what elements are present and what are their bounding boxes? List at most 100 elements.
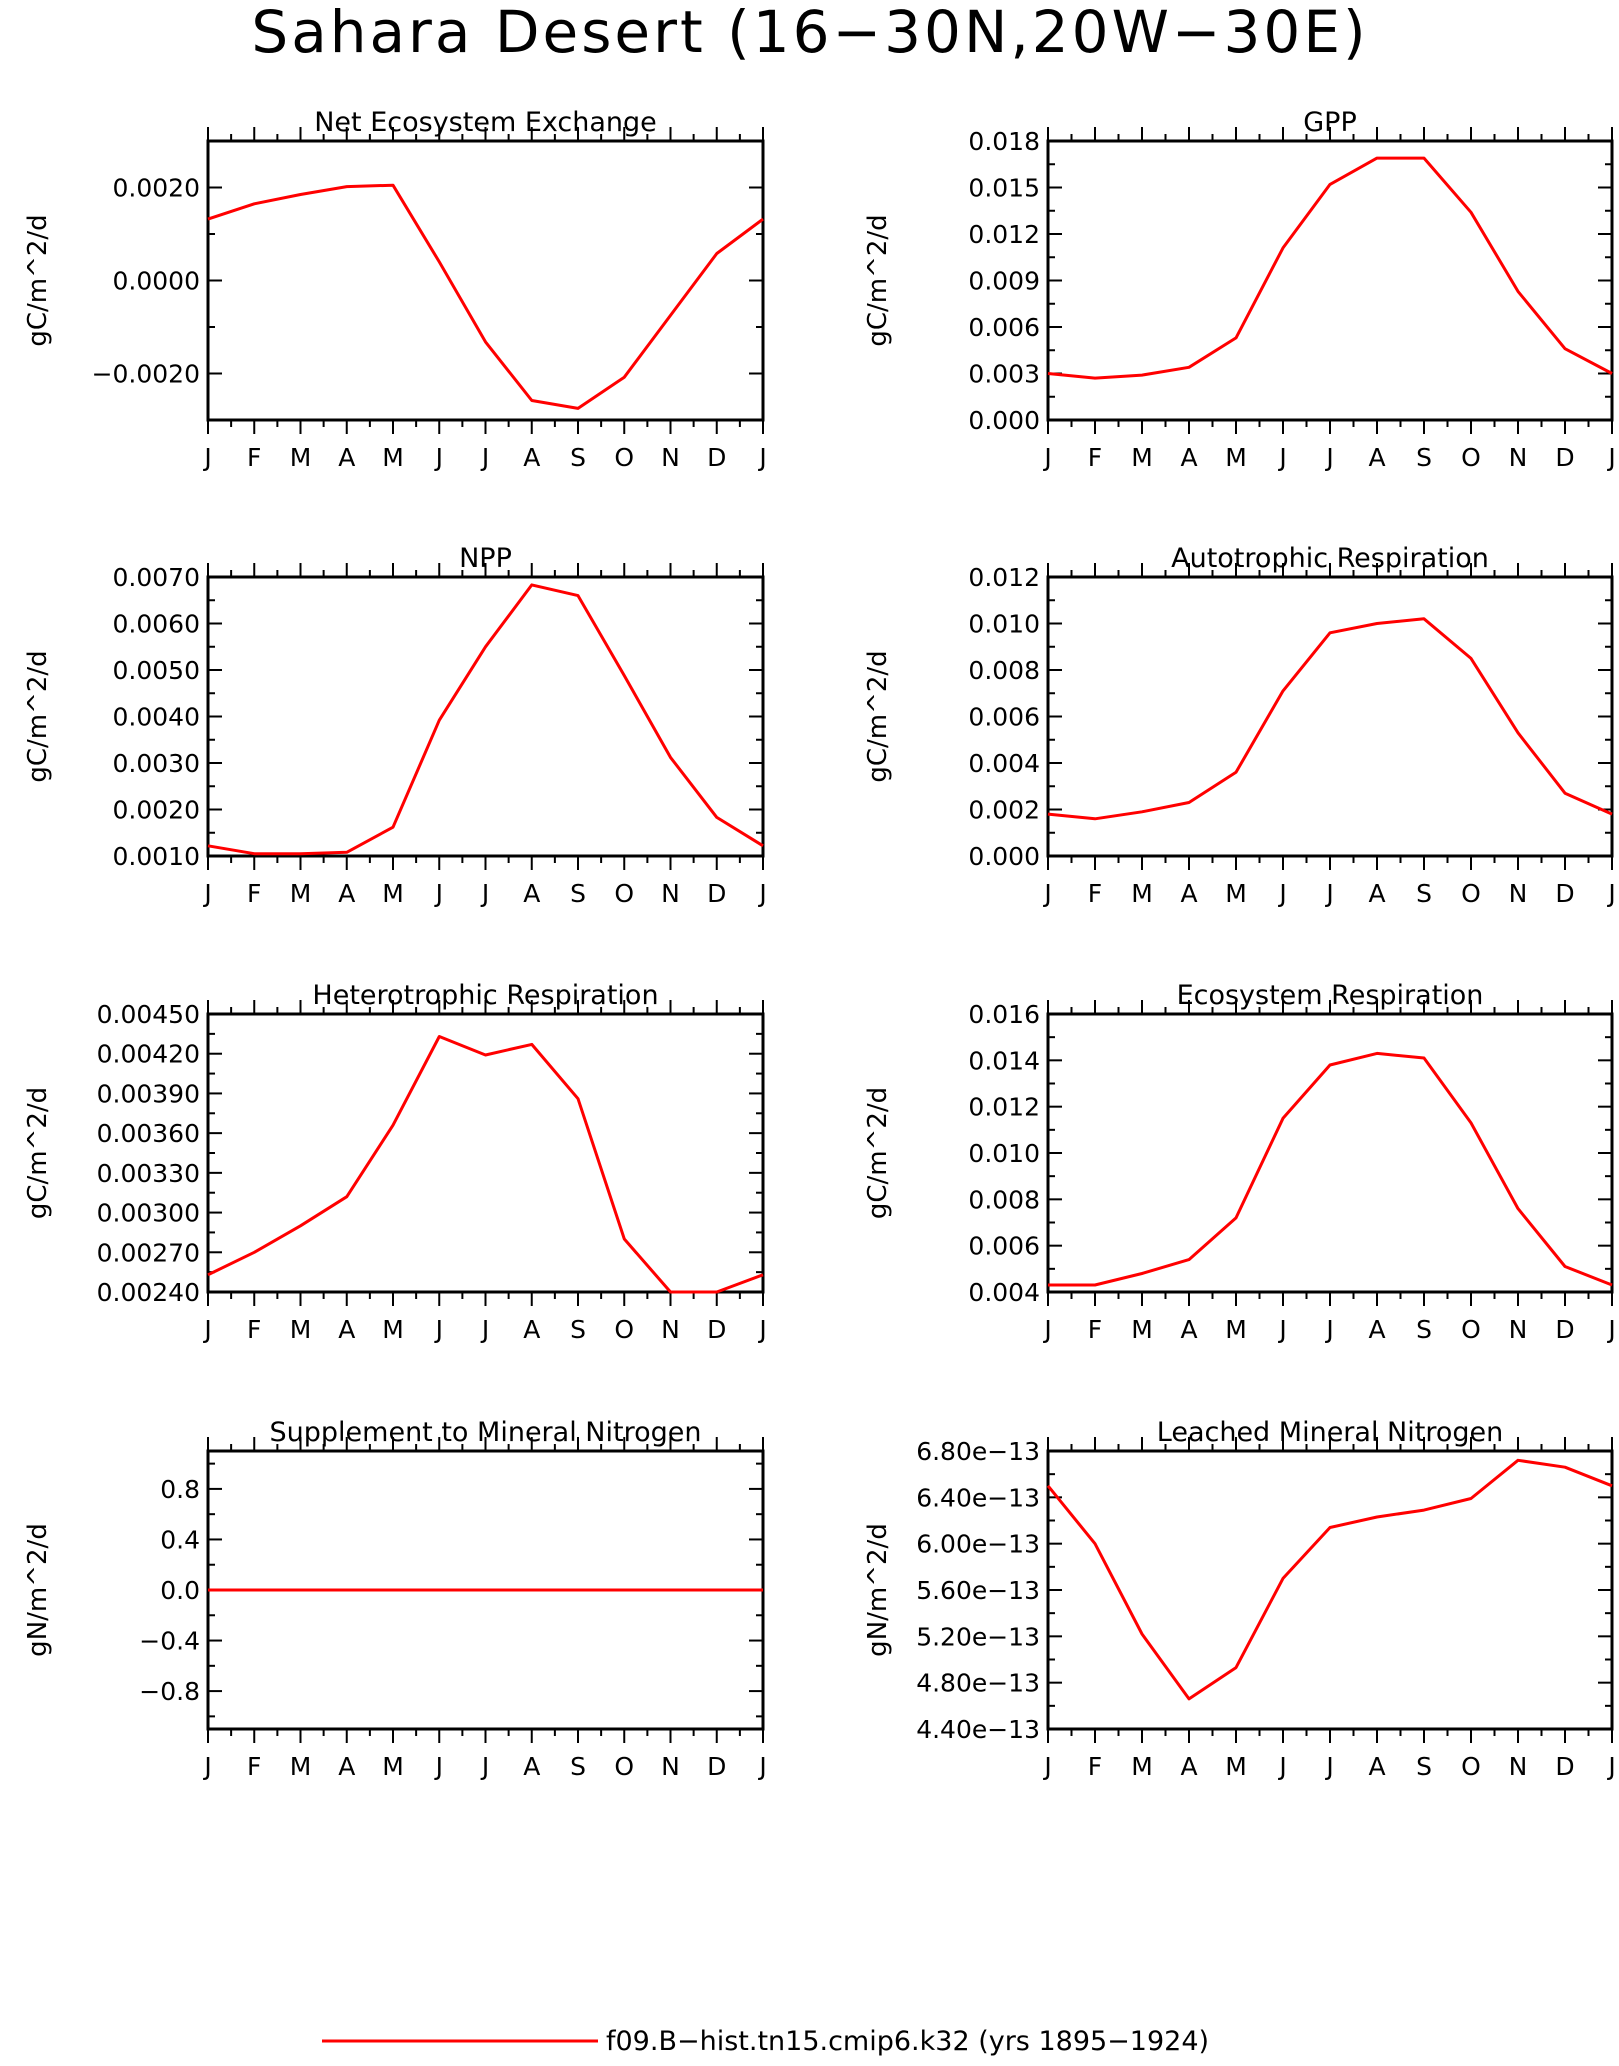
y-tick-label: 0.8 <box>160 1475 200 1504</box>
x-tick-label: D <box>1555 1315 1574 1344</box>
y-tick-label: 0.0020 <box>113 796 200 825</box>
x-tick-label: S <box>570 443 586 472</box>
x-tick-label: F <box>1088 443 1102 472</box>
y-tick-label: 0.4 <box>160 1525 200 1554</box>
y-tick-label: 0.0040 <box>113 703 200 732</box>
x-tick-label: A <box>338 879 355 908</box>
x-tick-label: J <box>1324 443 1333 472</box>
y-tick-label: 5.60e−13 <box>916 1576 1040 1605</box>
plot-frame <box>1046 1449 1614 1731</box>
legend: f09.B−hist.tn15.cmip6.k32 (yrs 1895−1924… <box>322 2026 1209 2057</box>
y-tick-label: 0.012 <box>968 220 1040 249</box>
x-tick-label: M <box>1225 879 1247 908</box>
x-tick-label: J <box>1606 1752 1615 1781</box>
x-tick-label: M <box>1131 879 1153 908</box>
x-tick-label: N <box>661 879 680 908</box>
x-tick-label: S <box>1416 443 1432 472</box>
x-tick-label: O <box>614 879 634 908</box>
y-tick-label: −0.4 <box>139 1627 200 1656</box>
series-line <box>1047 156 1613 380</box>
plot-frame <box>206 575 765 858</box>
y-tick-label: 0.012 <box>968 1093 1040 1122</box>
x-tick-label: J <box>1042 1752 1051 1781</box>
y-axis-label: gN/m^2/d <box>863 1523 893 1657</box>
x-tick-label: M <box>1131 1315 1153 1344</box>
x-tick-label: J <box>757 443 766 472</box>
y-axis-label: gC/m^2/d <box>23 1087 53 1219</box>
y-tick-label: 0.0020 <box>113 174 200 203</box>
x-tick-label: N <box>1509 1752 1528 1781</box>
y-tick-label: 0.010 <box>968 610 1040 639</box>
x-tick-label: A <box>1180 1315 1197 1344</box>
x-tick-label: J <box>434 879 443 908</box>
y-axis-label: gC/m^2/d <box>863 650 893 782</box>
x-tick-label: F <box>1088 1752 1102 1781</box>
x-tick-label: M <box>1131 443 1153 472</box>
x-tick-label: M <box>382 1315 404 1344</box>
y-tick-label: 0.00240 <box>97 1278 200 1307</box>
x-tick-label: N <box>661 1315 680 1344</box>
y-tick-label: 6.00e−13 <box>916 1530 1040 1559</box>
x-tick-label: J <box>1277 879 1286 908</box>
x-tick-label: J <box>1042 879 1051 908</box>
y-axis-label: gC/m^2/d <box>23 650 53 782</box>
x-tick-label: O <box>1461 443 1481 472</box>
x-tick-label: J <box>480 443 489 472</box>
x-tick-label: A <box>1368 1315 1385 1344</box>
x-tick-label: J <box>757 1315 766 1344</box>
y-tick-label: 6.40e−13 <box>916 1483 1040 1512</box>
x-tick-label: M <box>382 879 404 908</box>
y-tick-label: 4.40e−13 <box>916 1715 1040 1744</box>
y-tick-label: 0.00330 <box>97 1159 200 1188</box>
x-tick-label: D <box>1555 443 1574 472</box>
x-tick-label: F <box>1088 1315 1102 1344</box>
x-tick-label: A <box>338 1752 355 1781</box>
x-tick-label: A <box>1180 1752 1197 1781</box>
x-tick-label: J <box>1042 1315 1051 1344</box>
plot-frame <box>1046 1012 1614 1294</box>
x-tick-label: D <box>707 879 726 908</box>
figure-title: Sahara Desert (16−30N,20W−30E) <box>251 0 1368 66</box>
x-tick-label: M <box>290 1315 312 1344</box>
y-axis-label: gN/m^2/d <box>23 1523 53 1657</box>
x-tick-label: F <box>247 443 261 472</box>
x-tick-label: J <box>434 443 443 472</box>
y-tick-label: 5.20e−13 <box>916 1622 1040 1651</box>
x-tick-label: F <box>247 1315 261 1344</box>
y-tick-label: 0.004 <box>968 1278 1040 1307</box>
y-tick-label: 0.000 <box>968 842 1040 871</box>
x-tick-label: J <box>1606 879 1615 908</box>
y-tick-label: 0.016 <box>968 1000 1040 1029</box>
y-tick-label: −0.0020 <box>92 360 200 389</box>
x-tick-label: J <box>434 1315 443 1344</box>
x-tick-label: D <box>1555 879 1574 908</box>
x-tick-label: N <box>1509 443 1528 472</box>
y-tick-label: 0.0070 <box>113 563 200 592</box>
x-tick-label: J <box>480 1315 489 1344</box>
x-tick-label: A <box>523 1752 540 1781</box>
y-tick-label: 0.0030 <box>113 749 200 778</box>
x-tick-label: M <box>382 1752 404 1781</box>
x-tick-label: M <box>382 443 404 472</box>
y-axis-label: gC/m^2/d <box>863 214 893 346</box>
x-tick-label: S <box>570 1315 586 1344</box>
x-tick-label: M <box>1131 1752 1153 1781</box>
y-tick-label: 0.012 <box>968 563 1040 592</box>
y-axis-label: gC/m^2/d <box>863 1087 893 1219</box>
series-line <box>1048 1051 1613 1287</box>
y-tick-label: 0.00450 <box>97 1000 200 1029</box>
y-tick-label: 6.80e−13 <box>916 1437 1040 1466</box>
y-tick-label: 0.003 <box>968 360 1040 389</box>
y-tick-label: 0.006 <box>968 1232 1040 1261</box>
x-tick-label: M <box>290 443 312 472</box>
x-tick-label: O <box>614 1315 634 1344</box>
y-tick-label: 0.006 <box>968 703 1040 732</box>
x-tick-label: J <box>202 879 211 908</box>
x-tick-label: J <box>1606 1315 1615 1344</box>
